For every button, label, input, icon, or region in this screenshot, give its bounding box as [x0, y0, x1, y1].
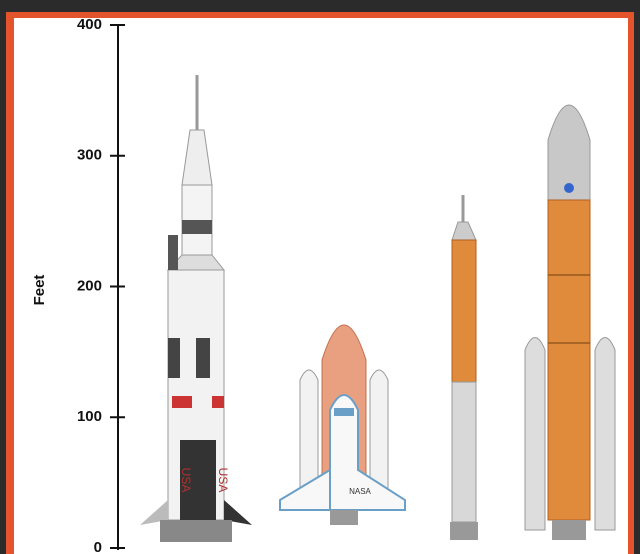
y-tick-label: 0	[94, 539, 102, 554]
rocket-label: NASA	[349, 487, 371, 496]
figure: Feet USA USA NASA	[0, 0, 640, 554]
y-tick-label: 400	[77, 16, 102, 33]
rocket-label: USA	[179, 468, 193, 493]
y-axis-label: Feet	[31, 275, 48, 306]
y-tick-label: 200	[77, 277, 102, 294]
y-tick-label: 100	[77, 408, 102, 425]
ares-i	[450, 195, 478, 540]
rocket-label: USA	[216, 468, 230, 493]
page: Feet USA USA NASA	[0, 0, 640, 554]
y-tick-label: 300	[77, 147, 102, 164]
